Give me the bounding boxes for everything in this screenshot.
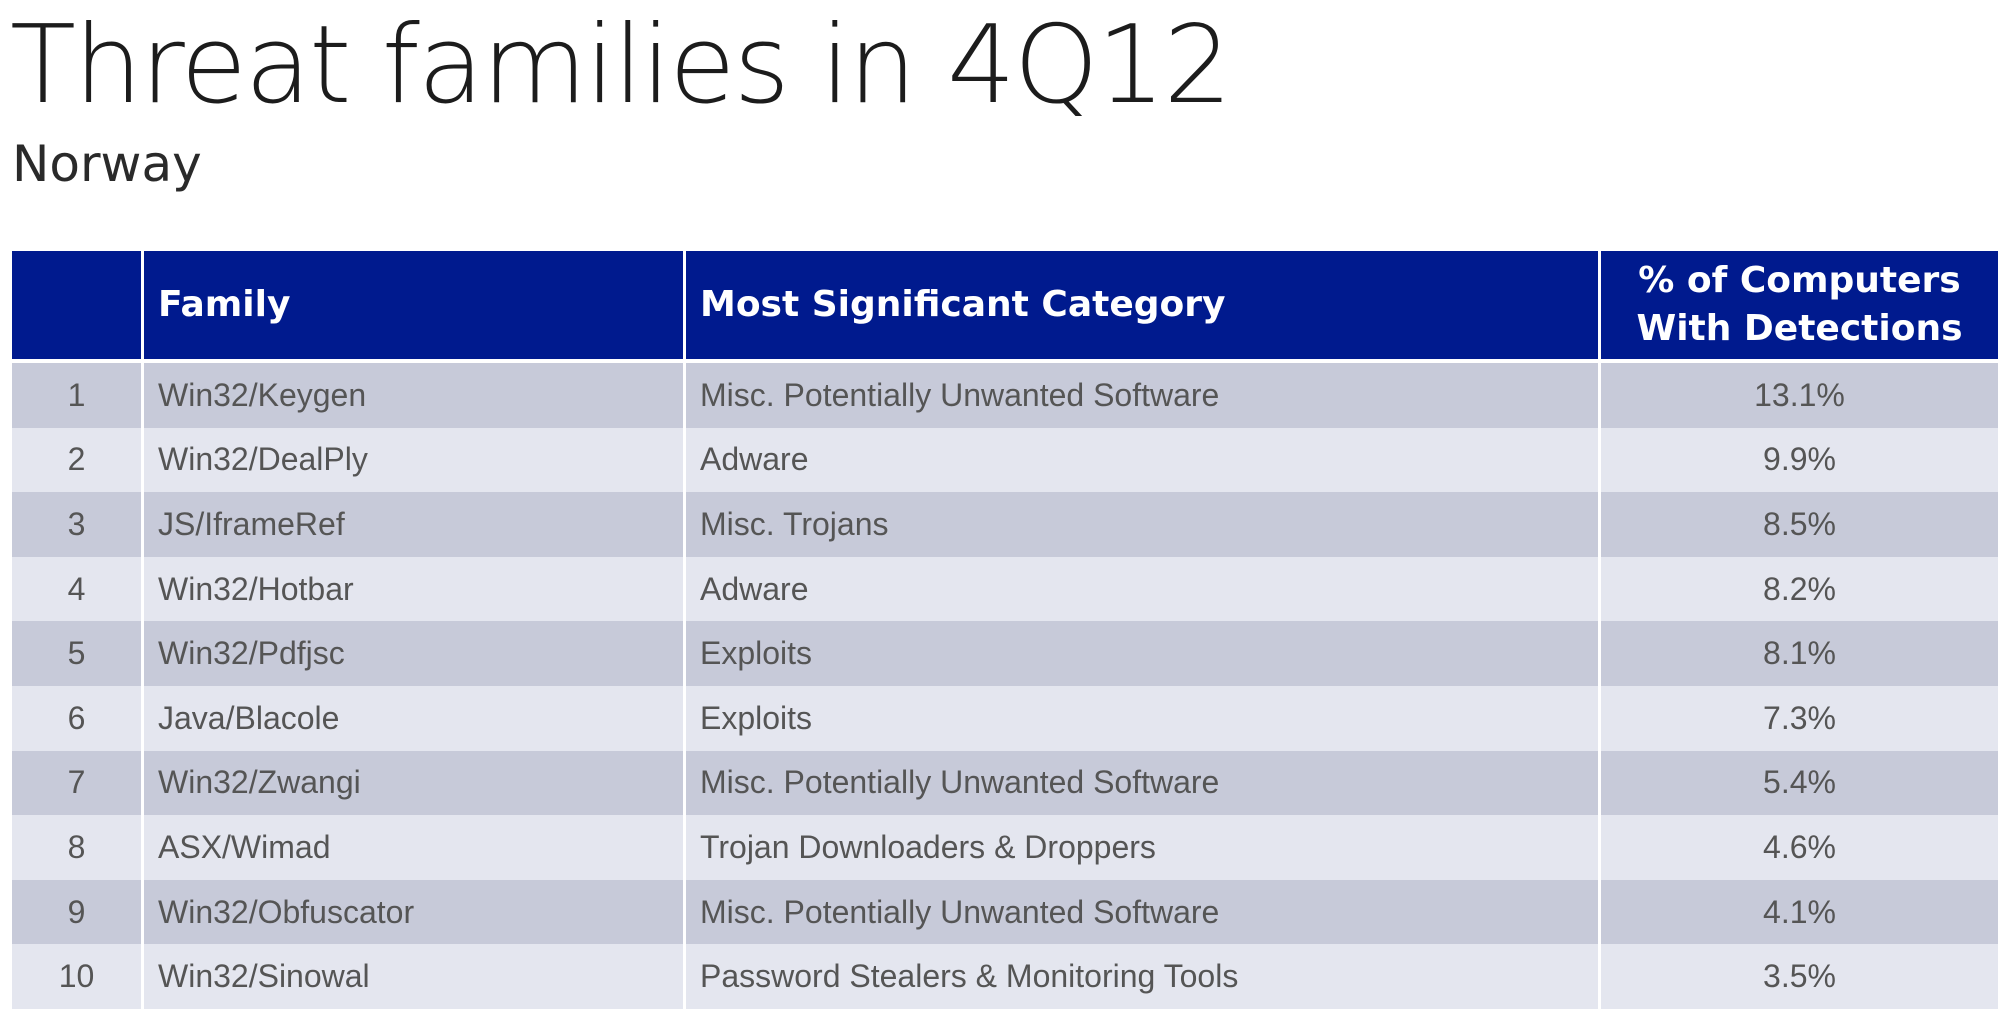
table-row: 5 Win32/Pdfjsc Exploits 8.1% <box>12 621 1998 686</box>
rank-cell: 10 <box>12 944 144 1009</box>
percent-cell: 8.2% <box>1763 570 1836 607</box>
category-cell: Trojan Downloaders & Droppers <box>686 815 1601 880</box>
percent-cell: 13.1% <box>1754 376 1845 413</box>
table-row: 6 Java/Blacole Exploits 7.3% <box>12 685 1998 751</box>
category-cell: Adware <box>686 556 1601 622</box>
category-cell: Misc. Trojans <box>686 492 1601 557</box>
table-row: 1 Win32/Keygen Misc. Potentially Unwanted … <box>12 363 1998 428</box>
family-cell: Win32/Sinowal <box>144 944 686 1009</box>
table-row: 4 Win32/Hotbar Adware 8.2% <box>12 556 1998 622</box>
category-cell: Adware <box>686 427 1601 493</box>
rank-cell: 5 <box>12 621 144 686</box>
percent-cell: 4.6% <box>1763 828 1836 865</box>
page-subtitle: Norway <box>12 135 202 193</box>
category-cell: Misc. Potentially Unwanted Software <box>686 750 1601 816</box>
family-cell: ASX/Wimad <box>144 815 686 880</box>
table-row: 10 Win32/Sinowal Password Stealers & Monit… <box>12 944 1998 1009</box>
family-cell: Win32/Obfuscator <box>144 879 686 945</box>
category-cell: Password Stealers & Monitoring Tools <box>686 944 1601 1009</box>
percent-cell: 5.4% <box>1763 764 1836 801</box>
percent-cell: 7.3% <box>1763 699 1836 736</box>
threat-families-table: Family Most Significant Category % of Co… <box>12 251 1998 1009</box>
category-cell: Exploits <box>686 621 1601 686</box>
table-row: 3 JS/IframeRef Misc. Trojans 8.5% <box>12 492 1998 557</box>
category-cell: Exploits <box>686 685 1601 751</box>
rank-cell: 7 <box>12 750 144 816</box>
rank-cell: 8 <box>12 815 144 880</box>
table-body: 1 Win32/Keygen Misc. Potentially Unwanted … <box>12 363 1998 1009</box>
rank-cell: 9 <box>12 879 144 945</box>
header-percent: % of Computers With Detections <box>1636 260 1963 349</box>
category-cell: Misc. Potentially Unwanted Software <box>686 879 1601 945</box>
percent-cell: 4.1% <box>1763 893 1836 930</box>
percent-cell: 3.5% <box>1763 958 1836 995</box>
percent-cell: 9.9% <box>1763 441 1836 478</box>
family-cell: Win32/Hotbar <box>144 556 686 622</box>
table-header-row: Family Most Significant Category % of Co… <box>12 251 1998 359</box>
header-category: Most Significant Category <box>686 251 1601 359</box>
family-cell: Win32/Keygen <box>144 363 686 428</box>
table-row: 8 ASX/Wimad Trojan Downloaders & Droppers 4… <box>12 815 1998 880</box>
percent-cell: 8.1% <box>1763 635 1836 672</box>
family-cell: Win32/Pdfjsc <box>144 621 686 686</box>
family-cell: Java/Blacole <box>144 685 686 751</box>
family-cell: JS/IframeRef <box>144 492 686 557</box>
rank-cell: 6 <box>12 685 144 751</box>
rank-cell: 1 <box>12 363 144 428</box>
percent-cell: 8.5% <box>1763 505 1836 542</box>
table-row: 7 Win32/Zwangi Misc. Potentially Unwanted … <box>12 750 1998 816</box>
header-family: Family <box>144 251 686 359</box>
page-title: Threat families in 4Q12 <box>10 3 1232 128</box>
family-cell: Win32/DealPly <box>144 427 686 493</box>
category-cell: Misc. Potentially Unwanted Software <box>686 363 1601 428</box>
family-cell: Win32/Zwangi <box>144 750 686 816</box>
header-rank <box>12 251 144 359</box>
table-row: 9 Win32/Obfuscator Misc. Potentially Unwan… <box>12 879 1998 945</box>
table-row: 2 Win32/DealPly Adware 9.9% <box>12 427 1998 493</box>
rank-cell: 3 <box>12 492 144 557</box>
rank-cell: 2 <box>12 427 144 493</box>
rank-cell: 4 <box>12 556 144 622</box>
